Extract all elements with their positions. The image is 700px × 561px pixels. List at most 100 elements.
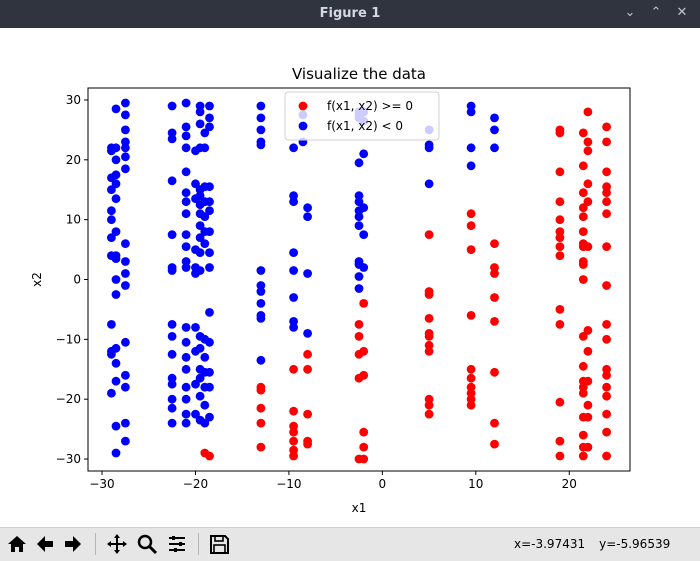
data-point-positive: [424, 290, 434, 299]
y-tick-label: −30: [56, 452, 81, 466]
close-icon[interactable]: ✕: [676, 5, 688, 20]
scatter-chart: −30 −20 −10 0 10 20 −30 −20 −10 0 10 20 30 Visualize …: [30, 65, 631, 515]
y-tick-label: 10: [66, 213, 81, 227]
y-tick-label: 20: [66, 153, 81, 167]
data-point-negative: [205, 412, 214, 422]
save-icon[interactable]: [206, 531, 232, 557]
data-point-positive: [602, 242, 611, 252]
data-point-negative: [256, 266, 266, 275]
data-point-positive: [303, 364, 312, 374]
data-point-negative: [111, 143, 121, 153]
home-icon[interactable]: [4, 531, 30, 557]
data-point-negative: [200, 212, 210, 222]
zoom-icon[interactable]: [134, 531, 160, 557]
data-point-negative: [111, 179, 121, 189]
data-point-negative: [205, 367, 214, 377]
configure-subplots-icon[interactable]: [164, 531, 190, 557]
data-point-positive: [583, 376, 593, 386]
data-point-negative: [303, 269, 312, 278]
data-point-negative: [121, 436, 130, 446]
data-point-negative: [359, 203, 369, 213]
data-point-positive: [359, 454, 369, 464]
data-point-positive: [583, 197, 593, 207]
y-tick-label: −10: [56, 332, 81, 346]
data-point-negative: [191, 379, 200, 389]
data-point-negative: [256, 113, 266, 123]
data-point-positive: [555, 251, 565, 260]
data-point-positive: [303, 439, 312, 449]
data-point-positive: [583, 412, 593, 422]
data-point-negative: [181, 197, 191, 207]
data-point-positive: [578, 275, 588, 284]
data-point-negative: [205, 122, 214, 132]
data-point-positive: [602, 281, 611, 290]
data-point-negative: [256, 355, 266, 365]
data-point-negative: [205, 382, 214, 392]
data-point-negative: [205, 308, 214, 317]
data-point-negative: [359, 230, 369, 240]
data-point-negative: [121, 152, 130, 162]
data-point-negative: [205, 248, 214, 257]
data-point-positive: [289, 427, 298, 437]
data-point-positive: [490, 293, 499, 302]
data-point-negative: [195, 248, 205, 257]
data-point-negative: [490, 125, 499, 135]
data-point-negative: [111, 254, 121, 263]
data-point-positive: [602, 451, 611, 461]
data-point-positive: [424, 332, 434, 341]
data-point-positive: [578, 332, 588, 341]
data-point-negative: [181, 242, 191, 252]
data-point-negative: [181, 263, 191, 272]
data-point-negative: [354, 212, 364, 222]
y-tick-label: 30: [66, 93, 81, 107]
data-point-positive: [578, 161, 588, 171]
data-point-negative: [111, 343, 121, 353]
data-point-negative: [195, 266, 205, 275]
back-arrow-icon[interactable]: [32, 531, 58, 557]
data-point-negative: [167, 418, 177, 428]
data-point-negative: [289, 293, 298, 302]
data-point-negative: [354, 197, 364, 207]
restore-icon[interactable]: ⌃: [650, 5, 662, 20]
data-point-positive: [555, 128, 565, 138]
data-point-positive: [466, 364, 476, 374]
data-point-positive: [354, 332, 364, 341]
cursor-coordinates: x=-3.97431 y=-5.96539: [514, 537, 684, 551]
data-point-positive: [578, 227, 588, 237]
data-point-negative: [205, 206, 214, 216]
pan-icon[interactable]: [104, 531, 130, 557]
figure-canvas[interactable]: −30 −20 −10 0 10 20 −30 −20 −10 0 10 20 30 Visualize …: [0, 28, 700, 527]
data-point-negative: [111, 421, 121, 431]
data-point-negative: [191, 323, 200, 332]
data-point-positive: [303, 409, 312, 419]
y-tick-label: −20: [56, 392, 81, 406]
data-point-negative: [107, 388, 116, 398]
data-point-negative: [205, 182, 214, 192]
cursor-x-readout: x=-3.97431: [514, 537, 586, 551]
data-point-positive: [555, 215, 565, 225]
data-point-positive: [490, 367, 499, 377]
data-point-negative: [121, 418, 130, 428]
data-point-negative: [289, 197, 298, 207]
data-point-negative: [111, 194, 121, 204]
x-tick-label: −30: [89, 477, 114, 491]
forward-arrow-icon[interactable]: [60, 531, 86, 557]
minimize-icon[interactable]: ⌄: [624, 5, 636, 20]
data-point-positive: [256, 418, 266, 428]
data-point-positive: [578, 128, 588, 138]
data-point-positive: [289, 436, 298, 446]
data-point-negative: [303, 329, 312, 338]
data-point-negative: [200, 143, 210, 153]
data-point-negative: [121, 98, 130, 108]
data-point-negative: [205, 101, 214, 111]
data-point-negative: [424, 179, 434, 189]
data-point-negative: [107, 233, 116, 243]
data-point-positive: [466, 245, 476, 255]
data-point-negative: [111, 376, 121, 386]
data-point-negative: [167, 349, 177, 359]
data-point-negative: [200, 418, 210, 428]
data-point-negative: [195, 391, 205, 401]
data-point-negative: [205, 113, 214, 123]
data-point-negative: [200, 239, 210, 249]
x-tick-label: −10: [276, 477, 301, 491]
